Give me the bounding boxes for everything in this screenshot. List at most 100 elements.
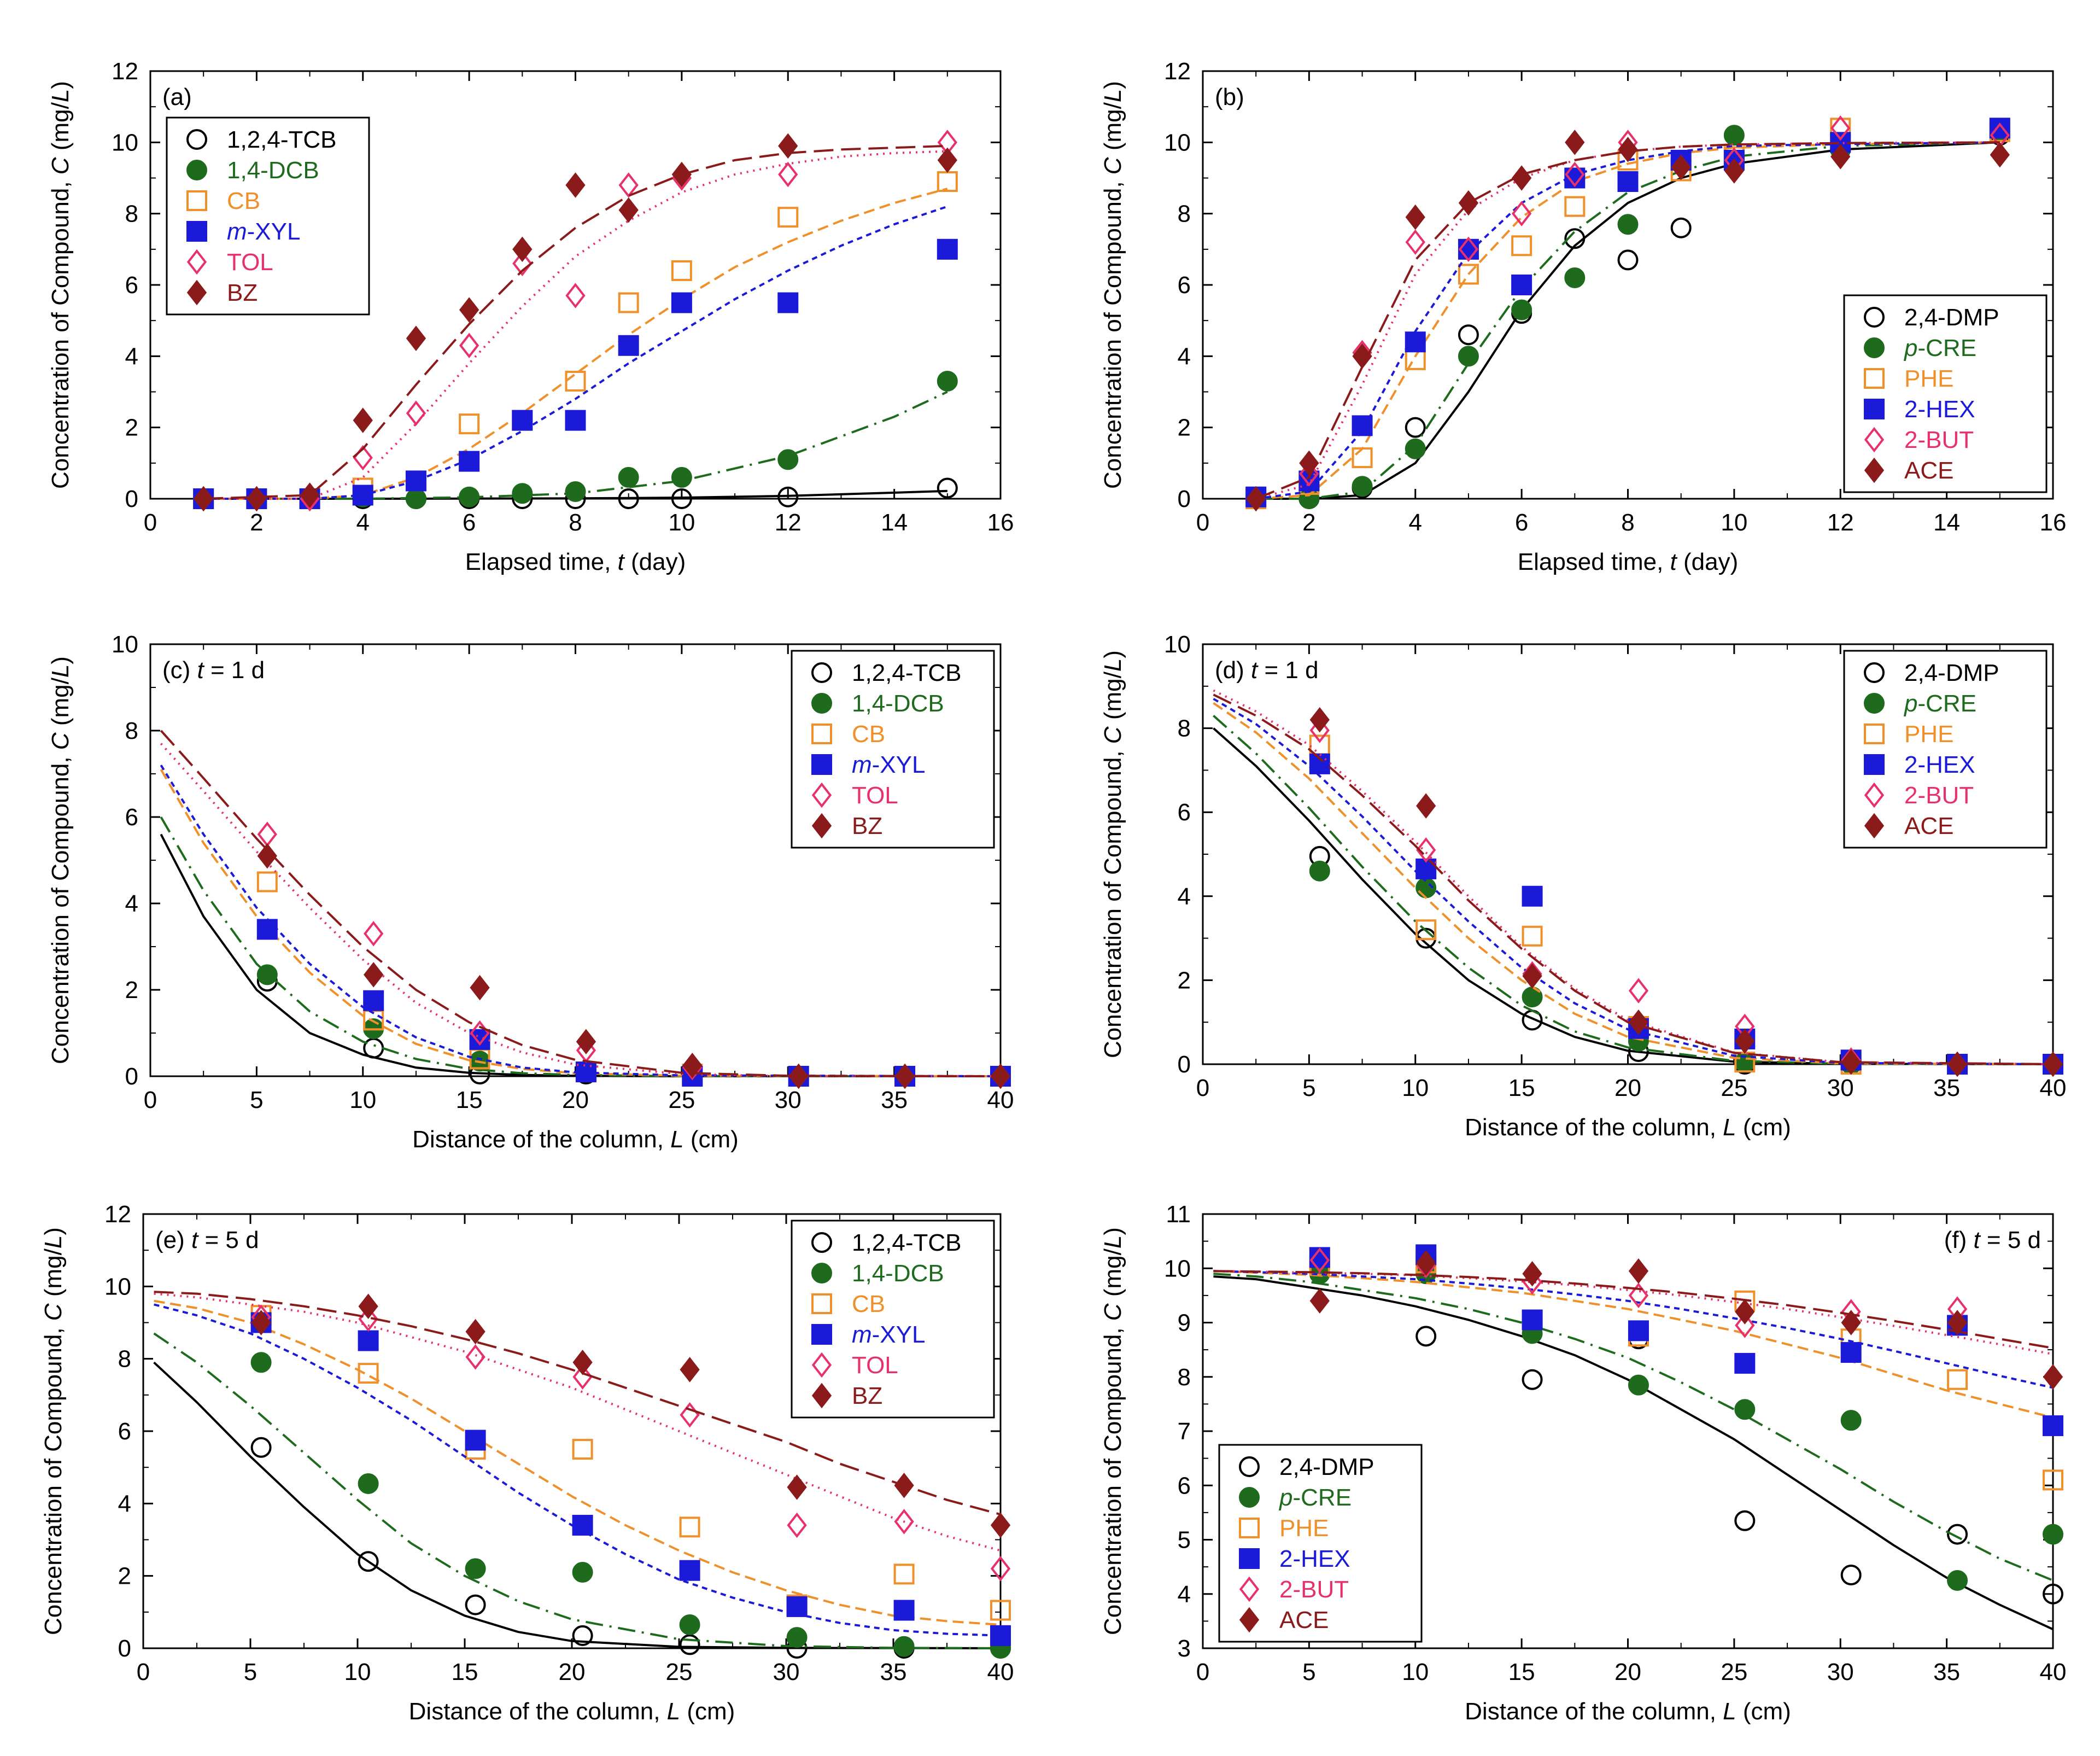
y-tick-label: 12 (104, 1201, 131, 1228)
data-point-TOL (406, 400, 426, 426)
data-point-DMP (1840, 1565, 1862, 1586)
data-point-ACE (1990, 142, 2010, 168)
y-tick-label: 4 (1178, 1581, 1191, 1608)
data-point-ACE (1735, 1028, 1755, 1054)
data-point-XYL (575, 1061, 596, 1083)
data-point-CRE (1511, 299, 1532, 320)
data-point-BZ (894, 1063, 915, 1089)
legend-entry-DCB: 1,4-DCB (852, 1260, 944, 1287)
data-point-BZ (788, 1063, 809, 1089)
data-point-ACE (1405, 204, 1425, 230)
data-point-CB (358, 1363, 379, 1384)
legend-marker-XYL (186, 221, 207, 242)
data-point-BZ (247, 486, 267, 512)
data-point-DMP (1522, 1369, 1543, 1390)
legend-marker-ACE (1864, 813, 1885, 839)
data-point-CRE (1564, 267, 1586, 288)
legend-marker-TCB (811, 1232, 832, 1253)
data-point-TCB (363, 1037, 384, 1059)
data-point-DCB (777, 449, 799, 470)
data-point-BUT (1309, 717, 1330, 743)
data-point-BZ (194, 486, 214, 512)
legend-entry-HEX: 2-HEX (1904, 751, 1975, 778)
data-point-TOL (512, 250, 533, 277)
y-tick-label: 4 (118, 1490, 131, 1517)
legend-marker-DMP (1239, 1456, 1260, 1477)
data-point-CRE (1840, 1410, 1862, 1431)
x-tick-label: 6 (1515, 509, 1528, 536)
data-point-DMP (1617, 249, 1639, 271)
data-point-XYL (679, 1560, 700, 1581)
x-tick-label: 40 (2040, 1659, 2067, 1685)
legend-marker-BZ (811, 813, 832, 839)
data-point-ACE (1671, 154, 1691, 180)
legend: 2,4-DMP p-CRE PHE 2-HEX 2-BUT ACE (1843, 294, 2048, 493)
data-point-HEX (1628, 1320, 1649, 1341)
legend-entry-ACE: ACE (1904, 457, 1953, 484)
y-tick-label: 6 (125, 272, 138, 299)
x-tick-label: 5 (244, 1659, 257, 1685)
x-tick-label: 4 (356, 509, 370, 536)
x-axis-label: Distance of the column, L (cm) (1465, 1114, 1791, 1141)
x-tick-label: 5 (1302, 1075, 1315, 1101)
fit-line-ACE (1255, 141, 2000, 500)
data-point-HEX (1840, 1342, 1862, 1363)
x-tick-label: 16 (2040, 509, 2067, 536)
data-point-DMP (2043, 1583, 2063, 1605)
fit-line-CRE (1213, 1273, 2054, 1582)
data-point-DCB (512, 483, 533, 504)
y-tick-label: 8 (125, 717, 138, 744)
data-point-ACE (1628, 1258, 1649, 1284)
data-point-XYL (256, 919, 278, 940)
data-point-DMP (1458, 324, 1479, 346)
legend-marker-BUT (1239, 1576, 1260, 1602)
data-point-PHE (1947, 1369, 1968, 1390)
y-tick-label: 8 (118, 1346, 131, 1373)
legend-entry-DMP: 2,4-DMP (1904, 660, 1999, 686)
panel-label: (a) (162, 84, 192, 110)
x-tick-label: 30 (775, 1087, 802, 1113)
data-point-ACE (1830, 144, 1851, 170)
y-tick-label: 0 (125, 1063, 138, 1090)
data-point-TOL (459, 332, 479, 359)
y-tick-label: 7 (1178, 1418, 1191, 1445)
y-tick-label: 0 (1178, 1051, 1191, 1078)
fit-line-PHE (1213, 1270, 2054, 1419)
x-tick-label: 30 (773, 1659, 800, 1685)
data-point-HEX (1522, 1309, 1543, 1331)
series-XYL (154, 1303, 1011, 1646)
fit-line-BZ (160, 730, 1001, 1077)
data-point-HEX (1617, 171, 1639, 192)
data-point-BZ (576, 1029, 596, 1055)
legend-marker-TOL (811, 782, 832, 808)
chart-panel-d: 0 5 10 15 20 25 30 35 40 0 2 4 6 8 10 Distance of the c… (1099, 631, 2066, 1141)
legend-entry-CB: CB (852, 721, 885, 748)
y-tick-label: 8 (1178, 1364, 1191, 1391)
data-point-BUT (1405, 229, 1425, 255)
y-tick-label: 8 (1178, 201, 1191, 227)
legend-entry-BUT: 2-BUT (1904, 782, 1974, 809)
x-tick-label: 0 (144, 509, 157, 536)
data-point-CRE (1628, 1374, 1649, 1396)
y-tick-label: 11 (1166, 1201, 1191, 1228)
data-point-BZ (470, 975, 490, 1001)
x-tick-label: 25 (1721, 1659, 1747, 1685)
series-BZ (160, 730, 1011, 1089)
x-axis-label: Elapsed time, t (day) (1518, 549, 1739, 575)
x-tick-label: 15 (1508, 1075, 1535, 1101)
legend-box (1843, 650, 2048, 849)
legend-box (166, 116, 370, 316)
data-point-BZ (671, 161, 692, 188)
series-ACE (1246, 130, 2010, 512)
legend-entry-CB: CB (227, 188, 260, 214)
data-point-XYL (572, 1515, 593, 1536)
data-point-BZ (682, 1052, 703, 1078)
legend-entry-HEX: 2-HEX (1279, 1545, 1350, 1572)
data-point-XYL (990, 1625, 1011, 1646)
x-tick-label: 0 (1196, 509, 1209, 536)
data-point-HEX (1522, 885, 1543, 907)
y-tick-label: 6 (1178, 272, 1191, 299)
fit-line-HEX (1255, 141, 2000, 500)
fit-line-TOL (160, 743, 1001, 1077)
x-tick-label: 5 (1302, 1659, 1315, 1685)
